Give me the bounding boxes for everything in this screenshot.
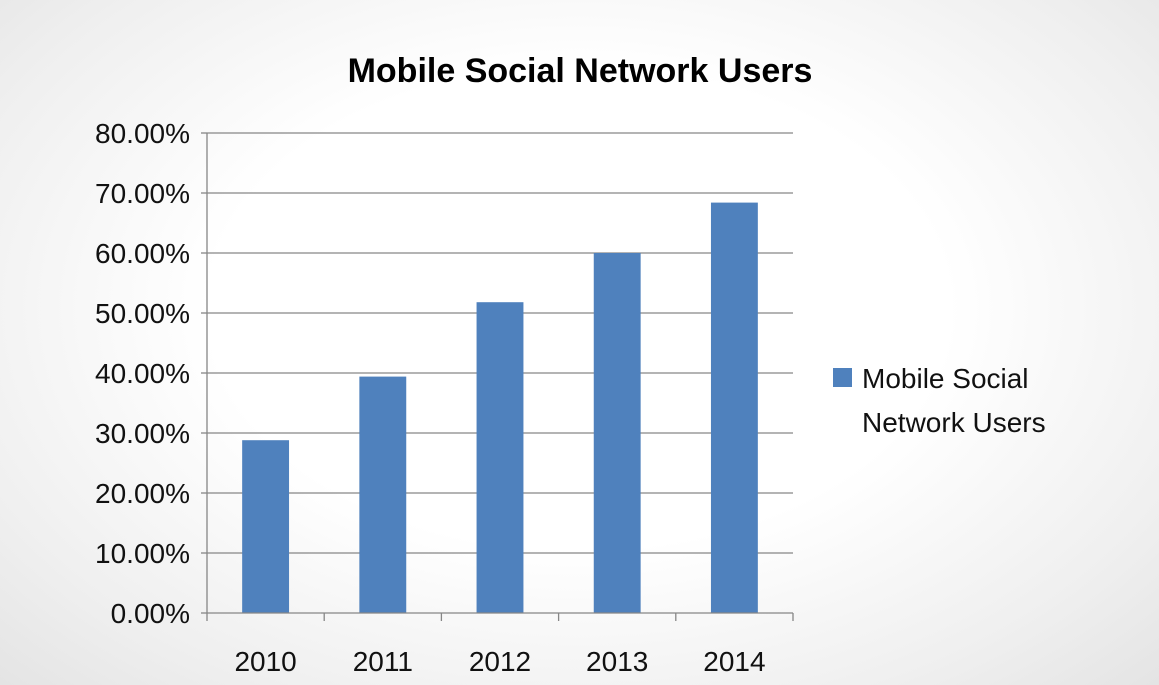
x-tick-label: 2014 — [703, 646, 765, 677]
y-tick-label: 60.00% — [95, 238, 190, 269]
y-tick-label: 40.00% — [95, 358, 190, 389]
bar — [476, 302, 524, 613]
x-tick-label: 2010 — [234, 646, 296, 677]
x-tick-label: 2013 — [586, 646, 648, 677]
y-tick-label: 50.00% — [95, 298, 190, 329]
y-axis-tick-labels: 0.00% 10.00% 20.00% 30.00% 40.00% 50.00% 60.00… — [95, 118, 190, 629]
legend-label-line-1: Mobile Social — [862, 363, 1029, 394]
legend-label-line-2: Network Users — [862, 407, 1046, 438]
y-tick-label: 10.00% — [95, 538, 190, 569]
legend-swatch — [833, 368, 852, 387]
y-tick-label: 20.00% — [95, 478, 190, 509]
axes — [201, 132, 794, 621]
y-tick-label: 0.00% — [111, 598, 190, 629]
legend: Mobile Social Network Users — [833, 363, 1046, 438]
y-tick-label: 30.00% — [95, 418, 190, 449]
y-tick-label: 70.00% — [95, 178, 190, 209]
x-axis-tick-labels: 2010 2011 2012 2013 2014 — [234, 646, 765, 677]
bar — [593, 253, 641, 613]
chart-title: Mobile Social Network Users — [348, 52, 813, 90]
bar — [710, 202, 758, 613]
y-tick-label: 80.00% — [95, 118, 190, 149]
bar — [359, 376, 407, 613]
x-tick-label: 2012 — [469, 646, 531, 677]
x-tick-label: 2011 — [353, 646, 413, 677]
bar — [242, 440, 290, 613]
bars — [242, 202, 758, 613]
